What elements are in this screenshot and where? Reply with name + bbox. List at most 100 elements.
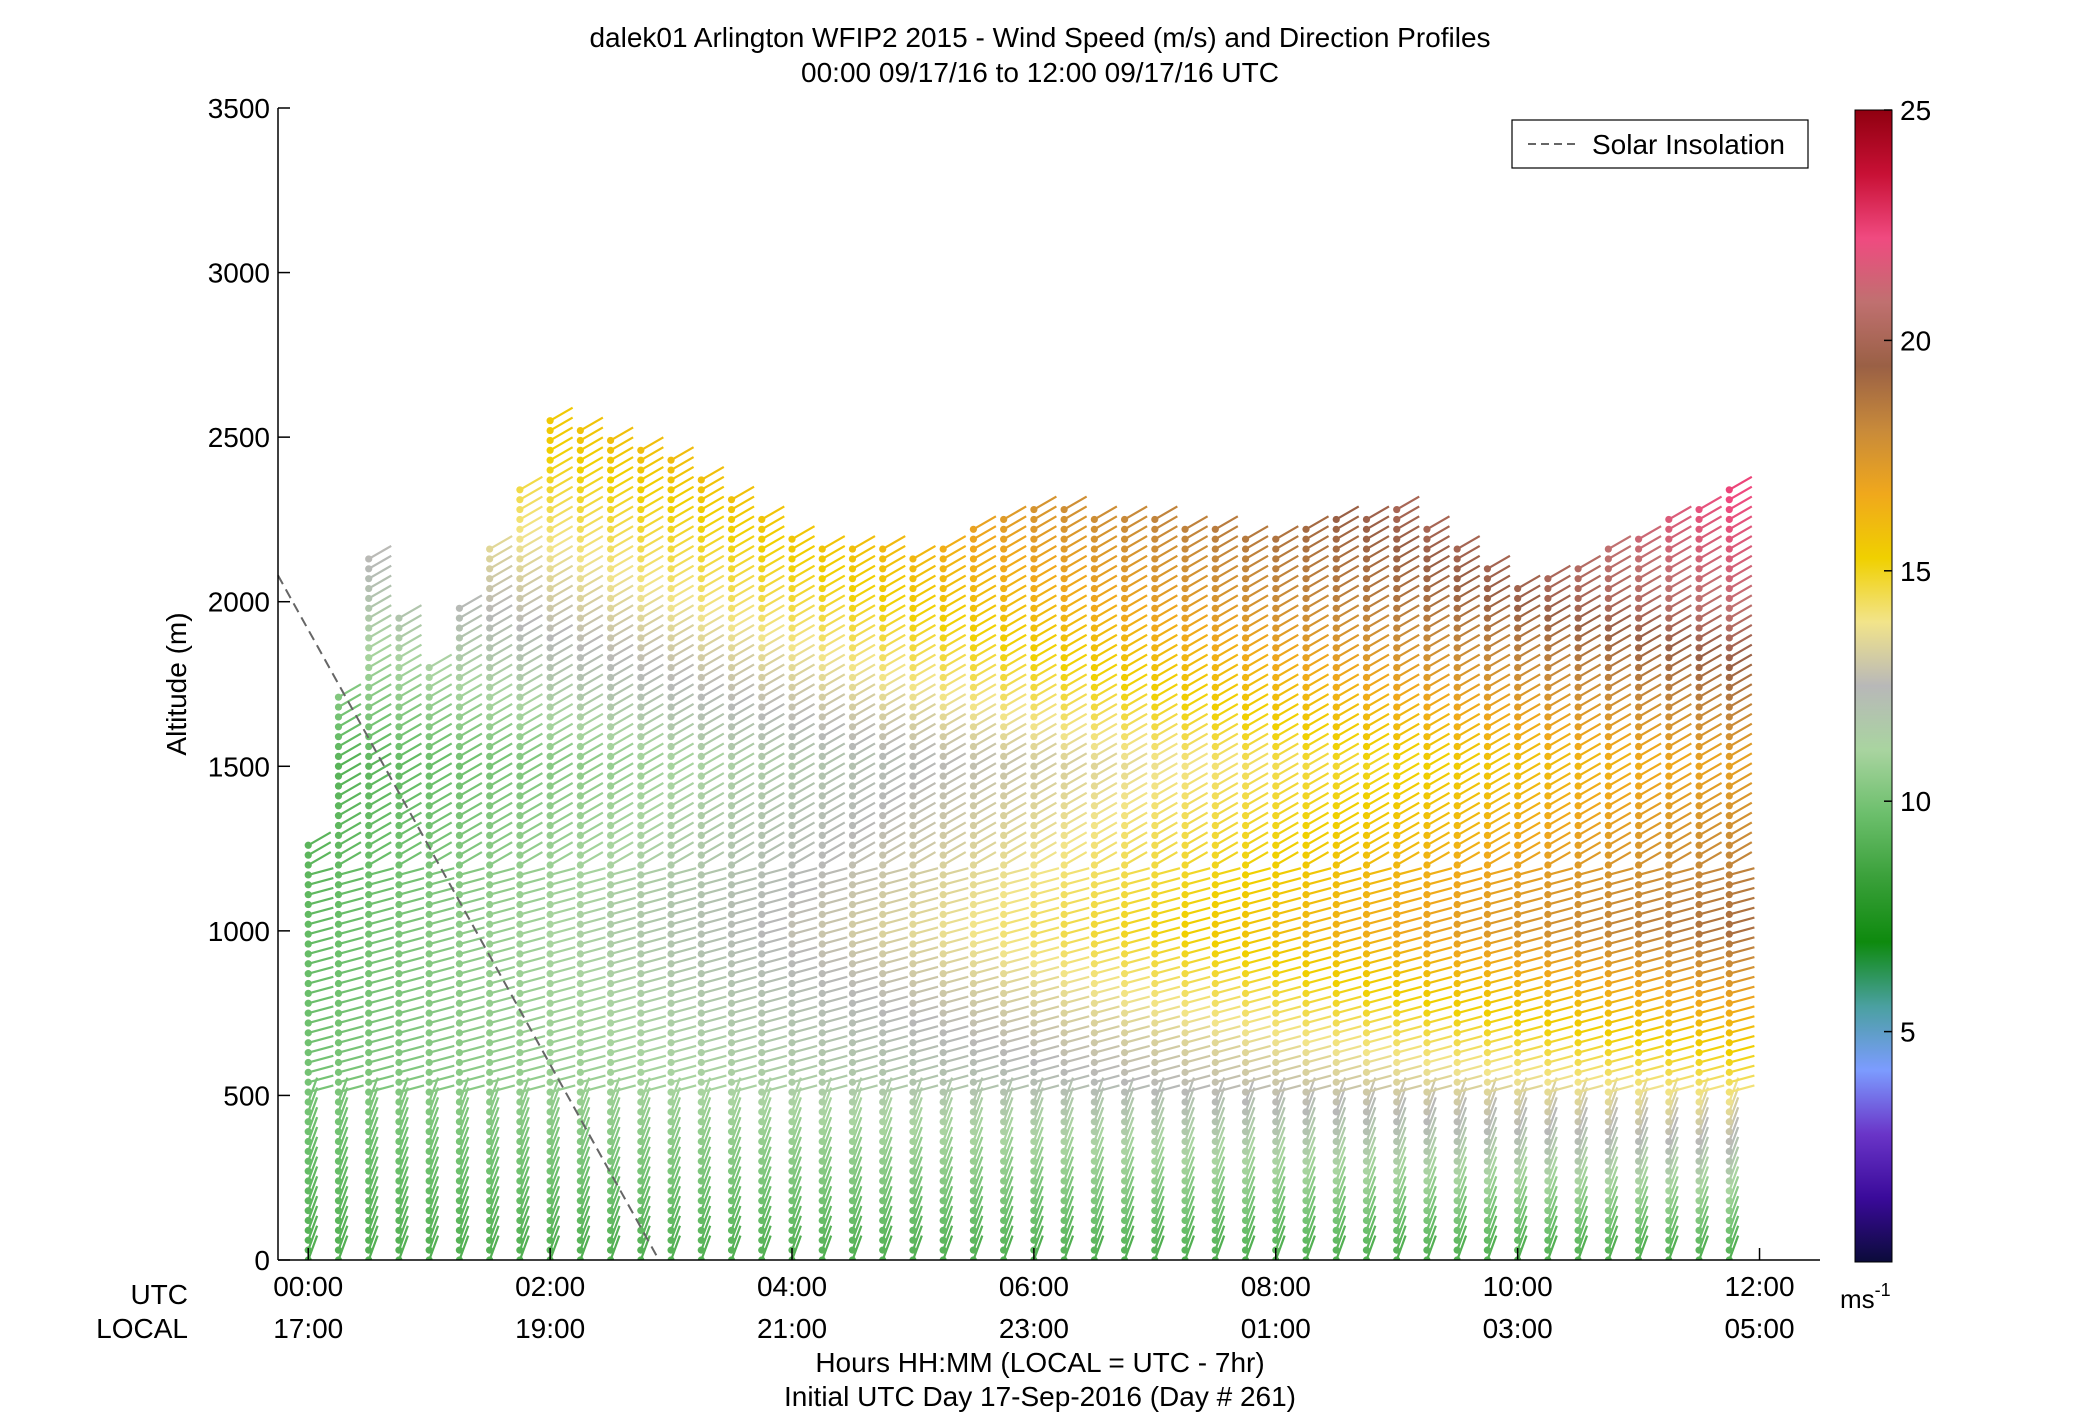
wind-barb-staff (549, 1166, 561, 1192)
wind-barb-point (637, 594, 645, 603)
wind-barb-staff (821, 791, 846, 807)
wind-barb-staff (368, 867, 395, 876)
wind-barb-point (1302, 920, 1310, 928)
wind-barb-point (1030, 1236, 1038, 1244)
wind-barb-staff (1003, 975, 1030, 985)
wind-barb-point (1151, 1226, 1159, 1234)
wind-barb-point (1120, 1236, 1129, 1244)
wind-barb-point (1060, 545, 1068, 553)
wind-barb-point (365, 723, 373, 731)
wind-barb-staff (1003, 683, 1027, 699)
wind-barb-staff (882, 663, 906, 679)
wind-barb-point (848, 812, 857, 820)
wind-barb-staff (549, 465, 574, 481)
wind-barb-staff (1245, 926, 1271, 936)
wind-barb-point (1090, 1157, 1098, 1165)
wind-barb-point (1090, 861, 1098, 869)
wind-barb-staff (397, 1156, 409, 1182)
wind-barb-point (667, 1187, 675, 1195)
wind-barb-point (576, 782, 584, 790)
wind-barb-staff (700, 584, 725, 600)
wind-barb-staff (912, 936, 939, 946)
wind-barb-staff (882, 772, 906, 787)
wind-barb-staff (1033, 653, 1057, 669)
wind-barb-staff (670, 702, 695, 718)
wind-barb-staff (821, 1064, 848, 1074)
wind-barb-staff (579, 781, 604, 797)
wind-barb-staff (881, 1175, 893, 1202)
wind-barb-staff (459, 936, 485, 946)
wind-barb-staff (760, 1126, 772, 1152)
wind-barb-point (848, 1039, 857, 1047)
wind-barb-point (1241, 713, 1250, 721)
wind-barb-staff (489, 712, 513, 728)
wind-barb-point (1060, 1147, 1068, 1155)
wind-barb-staff (1304, 1077, 1316, 1103)
wind-barb-point (788, 970, 796, 978)
wind-barb-staff (459, 975, 485, 985)
wind-barb-point (606, 812, 615, 820)
wind-barb-staff (610, 712, 634, 728)
wind-barb-staff (1033, 732, 1057, 748)
wind-barb-staff (942, 1084, 969, 1094)
wind-barb-point (606, 910, 615, 919)
wind-barb-staff (700, 1185, 712, 1212)
wind-barb-point (425, 703, 433, 711)
wind-barb-point (1030, 733, 1038, 741)
wind-barb-point (546, 1197, 554, 1205)
wind-barb-staff (1063, 564, 1088, 580)
wind-barb-point (939, 584, 947, 593)
wind-barb-staff (761, 821, 785, 837)
wind-barb-point (1241, 1197, 1250, 1205)
wind-barb-staff (579, 1166, 591, 1192)
wind-barb-staff (1033, 821, 1057, 837)
wind-barb-point (818, 1256, 826, 1260)
wind-barb-point (667, 555, 675, 563)
wind-barb-staff (1063, 965, 1090, 975)
wind-barb-point (1272, 1078, 1280, 1086)
wind-barb-point (969, 693, 978, 701)
wind-barb-point (1211, 614, 1219, 622)
wind-barb-staff (701, 886, 727, 896)
wind-barb-staff (1214, 1106, 1226, 1133)
wind-barb-point (637, 683, 645, 691)
wind-barb-staff (549, 926, 576, 936)
wind-barb-staff (972, 1215, 984, 1241)
wind-barb-staff (1033, 525, 1057, 541)
wind-barb-staff (519, 1044, 546, 1054)
wind-barb-staff (610, 906, 636, 916)
wind-barb-point (516, 940, 524, 948)
wind-barb-staff (1305, 712, 1330, 728)
wind-barb-point (909, 960, 917, 968)
wind-barb-point (1302, 1177, 1310, 1185)
wind-barb-staff (1003, 886, 1030, 896)
wind-barb-staff (1304, 1116, 1316, 1142)
wind-barb-staff (1032, 1146, 1044, 1172)
wind-barb-point (818, 1177, 826, 1185)
wind-barb-staff (1093, 544, 1118, 560)
wind-barb-staff (882, 831, 906, 847)
wind-barb-staff (851, 663, 876, 679)
wind-barb-point (606, 1197, 615, 1205)
wind-barb-point (1060, 604, 1068, 612)
wind-barb-point (576, 772, 584, 780)
wind-barb-staff (368, 831, 392, 847)
wind-barb-staff (821, 1195, 833, 1221)
wind-barb-point (758, 1098, 766, 1106)
wind-barb-point (606, 881, 615, 889)
wind-barb-point (1211, 565, 1219, 573)
wind-barb-point (576, 970, 584, 978)
wind-barb-point (455, 851, 464, 859)
wind-barb-point (1151, 555, 1159, 563)
wind-barb-staff (337, 732, 362, 748)
wind-barb-point (1151, 733, 1159, 741)
wind-barb-staff (1124, 1025, 1150, 1034)
wind-barb-point (1000, 654, 1008, 662)
wind-barb-staff (882, 791, 906, 807)
wind-barb-point (1151, 920, 1159, 928)
wind-barb-point (516, 1187, 524, 1195)
wind-barb-point (455, 999, 464, 1007)
wind-barb-point (1181, 604, 1189, 612)
wind-barb-point (848, 821, 857, 830)
wind-barb-staff (489, 995, 516, 1005)
